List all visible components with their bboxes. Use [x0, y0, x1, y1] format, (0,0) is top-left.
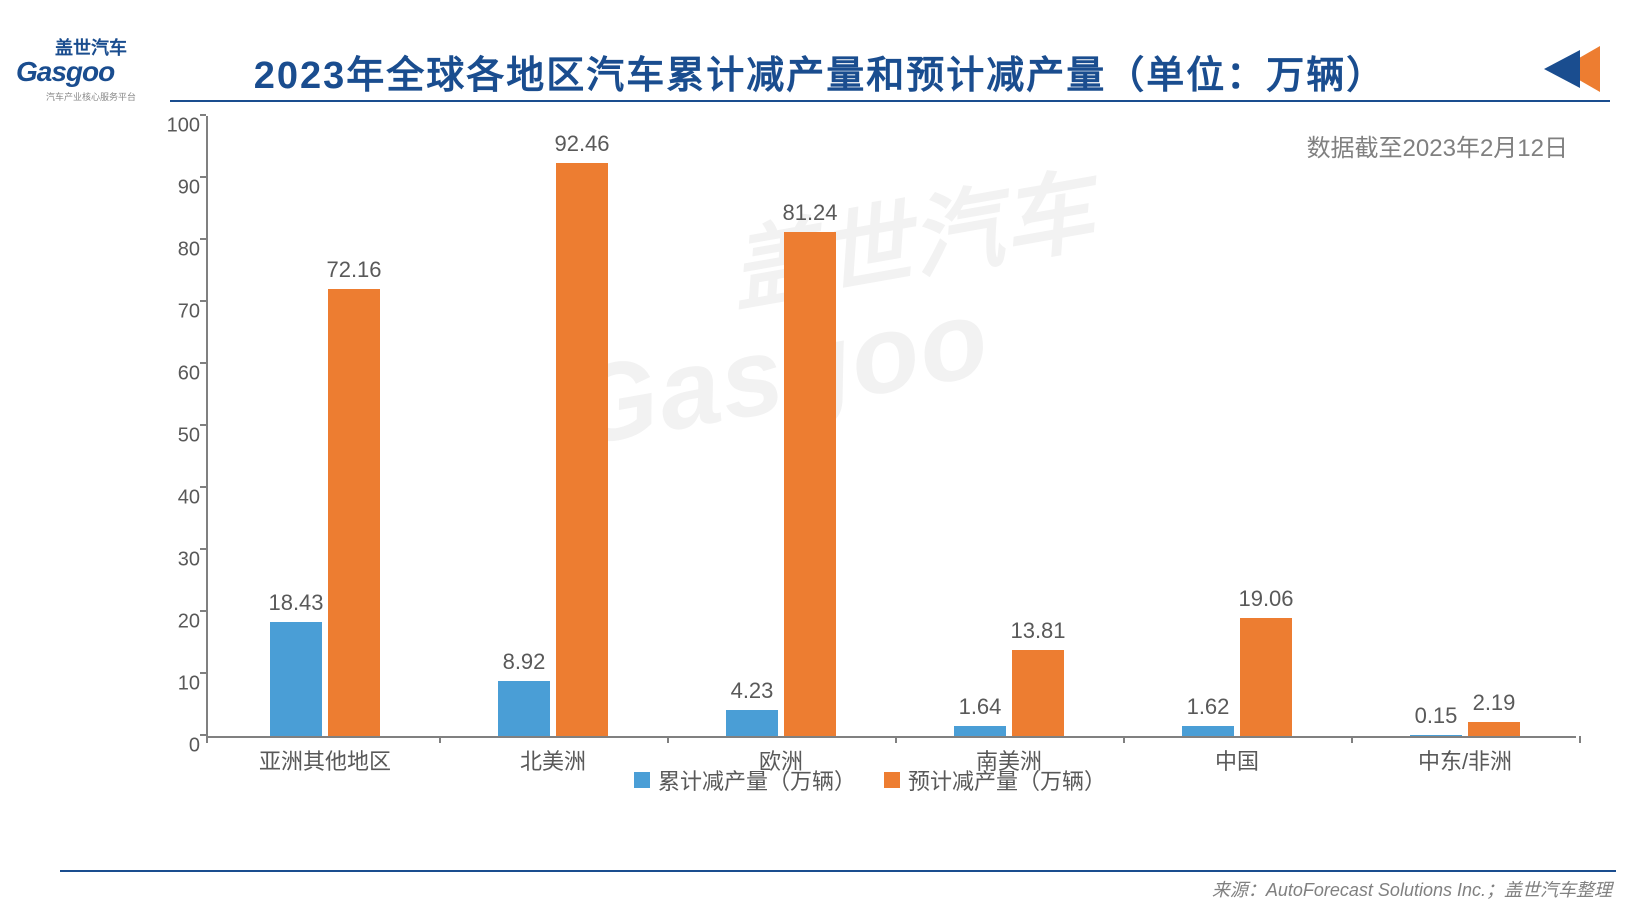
chart-bar: 19.06 [1240, 618, 1292, 736]
source-text: 来源：AutoForecast Solutions Inc.；盖世汽车整理 [1212, 876, 1612, 902]
chart-bar: 13.81 [1012, 650, 1064, 736]
logo-sub-text: 汽车产业核心服务平台 [16, 90, 166, 103]
legend-item: 预计减产量（万辆） [884, 764, 1106, 796]
title-underline [170, 100, 1610, 102]
chart-legend: 累计减产量（万辆） 预计减产量（万辆） [150, 764, 1590, 796]
logo-en-text: Gasgoo [16, 56, 166, 88]
y-tick-label: 70 [160, 301, 200, 324]
chart-bar: 1.64 [954, 726, 1006, 736]
page-title: 2023年全球各地区汽车累计减产量和预计减产量（单位：万辆） [170, 44, 1470, 99]
bar-value-label: 1.64 [959, 694, 1002, 720]
y-tick-label: 50 [160, 425, 200, 448]
chart-bar: 92.46 [556, 163, 608, 736]
bar-value-label: 92.46 [554, 131, 609, 157]
bar-value-label: 13.81 [1010, 618, 1065, 644]
y-tick-label: 40 [160, 487, 200, 510]
bar-value-label: 1.62 [1187, 694, 1230, 720]
chart-bar: 2.19 [1468, 722, 1520, 736]
bar-value-label: 18.43 [268, 590, 323, 616]
legend-swatch [884, 772, 900, 788]
chart-bar: 72.16 [328, 289, 380, 736]
y-tick-label: 90 [160, 177, 200, 200]
footer-divider [60, 870, 1616, 872]
y-tick-label: 20 [160, 611, 200, 634]
y-tick-label: 100 [160, 115, 200, 138]
legend-item: 累计减产量（万辆） [634, 764, 856, 796]
chart-bar: 8.92 [498, 681, 550, 736]
y-axis-line [206, 116, 208, 736]
x-tick-mark [1351, 736, 1353, 743]
legend-swatch [634, 772, 650, 788]
chart-container: 0102030405060708090100亚洲其他地区18.4372.16北美… [150, 106, 1590, 776]
x-tick-mark [1123, 736, 1125, 743]
legend-label: 累计减产量（万辆） [658, 764, 856, 796]
legend-label: 预计减产量（万辆） [908, 764, 1106, 796]
bar-value-label: 81.24 [782, 200, 837, 226]
bar-value-label: 72.16 [326, 257, 381, 283]
x-tick-mark [1579, 736, 1581, 743]
bar-value-label: 19.06 [1238, 586, 1293, 612]
chart-bar: 4.23 [726, 710, 778, 736]
x-tick-mark [206, 736, 208, 743]
chart-bar: 81.24 [784, 232, 836, 736]
bar-value-label: 2.19 [1473, 690, 1516, 716]
bar-value-label: 0.15 [1415, 703, 1458, 729]
bar-value-label: 8.92 [503, 649, 546, 675]
brand-logo: 盖世汽车 Gasgoo 汽车产业核心服务平台 [16, 34, 166, 103]
corner-arrow-icon [1530, 46, 1600, 92]
chart-bar: 0.15 [1410, 735, 1462, 736]
y-tick-label: 30 [160, 549, 200, 572]
chart-plot: 0102030405060708090100亚洲其他地区18.4372.16北美… [206, 116, 1576, 738]
y-tick-label: 10 [160, 673, 200, 696]
y-tick-label: 60 [160, 363, 200, 386]
chart-bar: 18.43 [270, 622, 322, 736]
y-tick-label: 80 [160, 239, 200, 262]
chart-bar: 1.62 [1182, 726, 1234, 736]
x-tick-mark [667, 736, 669, 743]
y-tick-label: 0 [160, 735, 200, 758]
bar-value-label: 4.23 [731, 678, 774, 704]
x-tick-mark [439, 736, 441, 743]
x-tick-mark [895, 736, 897, 743]
